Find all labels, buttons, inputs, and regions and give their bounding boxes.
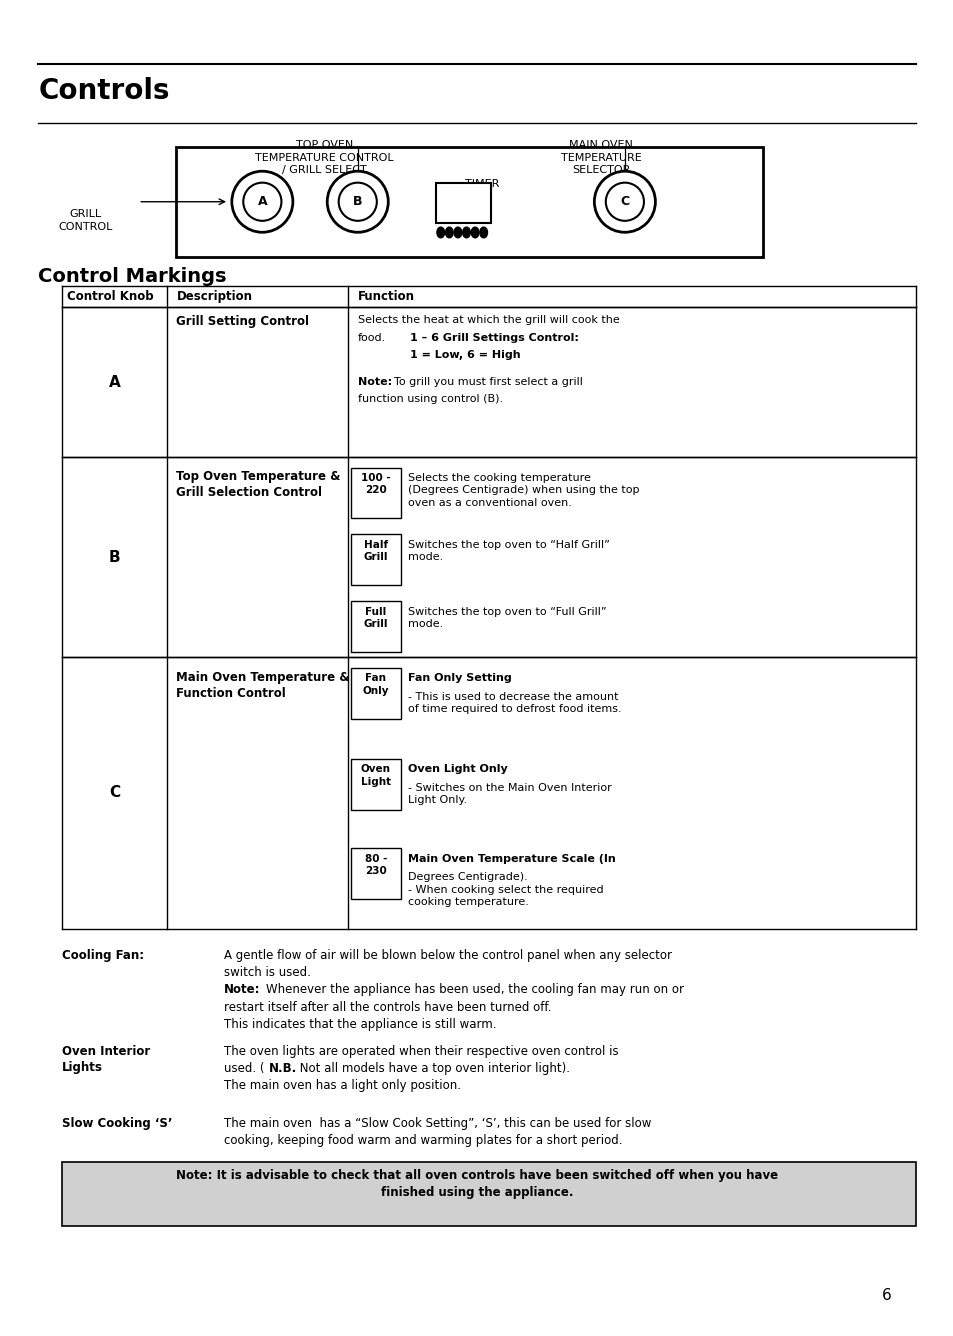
Bar bbox=[351, 534, 400, 585]
Ellipse shape bbox=[605, 183, 643, 220]
Text: cooking, keeping food warm and warming plates for a short period.: cooking, keeping food warm and warming p… bbox=[224, 1134, 622, 1148]
Text: Degrees Centigrade).
- When cooking select the required
cooking temperature.: Degrees Centigrade). - When cooking sele… bbox=[408, 872, 603, 907]
Bar bbox=[351, 759, 400, 810]
Bar bbox=[351, 668, 400, 719]
Text: Grill Setting Control: Grill Setting Control bbox=[176, 315, 309, 329]
Text: - Switches on the Main Oven Interior
Light Only.: - Switches on the Main Oven Interior Lig… bbox=[408, 783, 612, 806]
Text: Oven
Light: Oven Light bbox=[360, 764, 391, 787]
Text: Fan
Only: Fan Only bbox=[362, 673, 389, 696]
Text: B: B bbox=[109, 549, 120, 565]
Text: function using control (B).: function using control (B). bbox=[357, 394, 502, 403]
Text: Function: Function bbox=[357, 290, 415, 303]
Text: Oven Light Only: Oven Light Only bbox=[408, 764, 508, 774]
Circle shape bbox=[436, 227, 444, 238]
Ellipse shape bbox=[594, 171, 655, 232]
Text: Top Oven Temperature &
Grill Selection Control: Top Oven Temperature & Grill Selection C… bbox=[176, 470, 340, 500]
Text: MAIN OVEN
TEMPERATURE
SELECTOR: MAIN OVEN TEMPERATURE SELECTOR bbox=[560, 140, 640, 175]
Text: TIMER: TIMER bbox=[464, 179, 498, 188]
Text: Main Oven Temperature &
Function Control: Main Oven Temperature & Function Control bbox=[176, 671, 350, 700]
Bar bbox=[176, 147, 762, 257]
Text: The oven lights are operated when their respective oven control is: The oven lights are operated when their … bbox=[224, 1045, 618, 1058]
Text: The main oven  has a “Slow Cook Setting”, ‘S’, this can be used for slow: The main oven has a “Slow Cook Setting”,… bbox=[224, 1117, 651, 1130]
Text: The main oven has a light only position.: The main oven has a light only position. bbox=[224, 1079, 460, 1093]
Ellipse shape bbox=[327, 171, 388, 232]
Text: Controls: Controls bbox=[38, 77, 170, 106]
Text: A gentle flow of air will be blown below the control panel when any selector: A gentle flow of air will be blown below… bbox=[224, 949, 672, 962]
Text: Note:: Note: bbox=[357, 377, 392, 386]
Circle shape bbox=[454, 227, 461, 238]
Bar bbox=[351, 601, 400, 652]
Text: food.: food. bbox=[357, 333, 386, 342]
Bar bbox=[351, 468, 400, 518]
Text: 6: 6 bbox=[882, 1288, 891, 1303]
Text: C: C bbox=[619, 195, 629, 208]
Text: Slow Cooking ‘S’: Slow Cooking ‘S’ bbox=[62, 1117, 172, 1130]
Text: switch is used.: switch is used. bbox=[224, 966, 311, 979]
Text: Main Oven Temperature Scale (In: Main Oven Temperature Scale (In bbox=[408, 854, 616, 863]
Text: B: B bbox=[353, 195, 362, 208]
Text: Selects the heat at which the grill will cook the: Selects the heat at which the grill will… bbox=[357, 315, 618, 325]
Text: Description: Description bbox=[176, 290, 253, 303]
Text: Full
Grill: Full Grill bbox=[363, 607, 388, 629]
Circle shape bbox=[462, 227, 470, 238]
Text: Note:: Note: bbox=[224, 983, 260, 997]
Ellipse shape bbox=[243, 183, 281, 220]
Text: A: A bbox=[257, 195, 267, 208]
Text: Selects the cooking temperature
(Degrees Centigrade) when using the top
oven as : Selects the cooking temperature (Degrees… bbox=[408, 473, 639, 508]
Text: Control Knob: Control Knob bbox=[67, 290, 153, 303]
Text: Control Markings: Control Markings bbox=[38, 267, 227, 286]
Bar bbox=[62, 1162, 915, 1226]
Bar bbox=[436, 183, 491, 223]
Ellipse shape bbox=[338, 183, 376, 220]
Text: A: A bbox=[109, 374, 120, 390]
Text: This indicates that the appliance is still warm.: This indicates that the appliance is sti… bbox=[224, 1018, 497, 1031]
Text: 1 – 6 Grill Settings Control:: 1 – 6 Grill Settings Control: bbox=[410, 333, 578, 342]
Text: Not all models have a top oven interior light).: Not all models have a top oven interior … bbox=[295, 1062, 569, 1075]
Text: - This is used to decrease the amount
of time required to defrost food items.: - This is used to decrease the amount of… bbox=[408, 692, 621, 715]
Text: TOP OVEN
TEMPERATURE CONTROL
/ GRILL SELECT: TOP OVEN TEMPERATURE CONTROL / GRILL SEL… bbox=[254, 140, 394, 175]
Text: Switches the top oven to “Full Grill”
mode.: Switches the top oven to “Full Grill” mo… bbox=[408, 607, 606, 629]
Text: 1 = Low, 6 = High: 1 = Low, 6 = High bbox=[410, 350, 520, 359]
Text: C: C bbox=[109, 786, 120, 800]
Text: N.B.: N.B. bbox=[269, 1062, 297, 1075]
Text: GRILL
CONTROL: GRILL CONTROL bbox=[59, 210, 112, 231]
Text: To grill you must first select a grill: To grill you must first select a grill bbox=[394, 377, 582, 386]
Text: restart itself after all the controls have been turned off.: restart itself after all the controls ha… bbox=[224, 1001, 551, 1014]
Text: 80 -
230: 80 - 230 bbox=[364, 854, 387, 876]
Text: Switches the top oven to “Half Grill”
mode.: Switches the top oven to “Half Grill” mo… bbox=[408, 540, 610, 562]
Text: used. (: used. ( bbox=[224, 1062, 264, 1075]
Text: Cooling Fan:: Cooling Fan: bbox=[62, 949, 144, 962]
Circle shape bbox=[445, 227, 453, 238]
Text: Whenever the appliance has been used, the cooling fan may run on or: Whenever the appliance has been used, th… bbox=[266, 983, 683, 997]
Text: finished using the appliance.: finished using the appliance. bbox=[380, 1186, 573, 1200]
Circle shape bbox=[479, 227, 487, 238]
Text: 100 -
220: 100 - 220 bbox=[360, 473, 391, 496]
Text: Note: It is advisable to check that all oven controls have been switched off whe: Note: It is advisable to check that all … bbox=[175, 1169, 778, 1182]
Ellipse shape bbox=[232, 171, 293, 232]
Text: Half
Grill: Half Grill bbox=[363, 540, 388, 562]
Circle shape bbox=[471, 227, 478, 238]
Text: Fan Only Setting: Fan Only Setting bbox=[408, 673, 512, 683]
Bar bbox=[351, 848, 400, 899]
Text: Oven Interior
Lights: Oven Interior Lights bbox=[62, 1045, 151, 1074]
